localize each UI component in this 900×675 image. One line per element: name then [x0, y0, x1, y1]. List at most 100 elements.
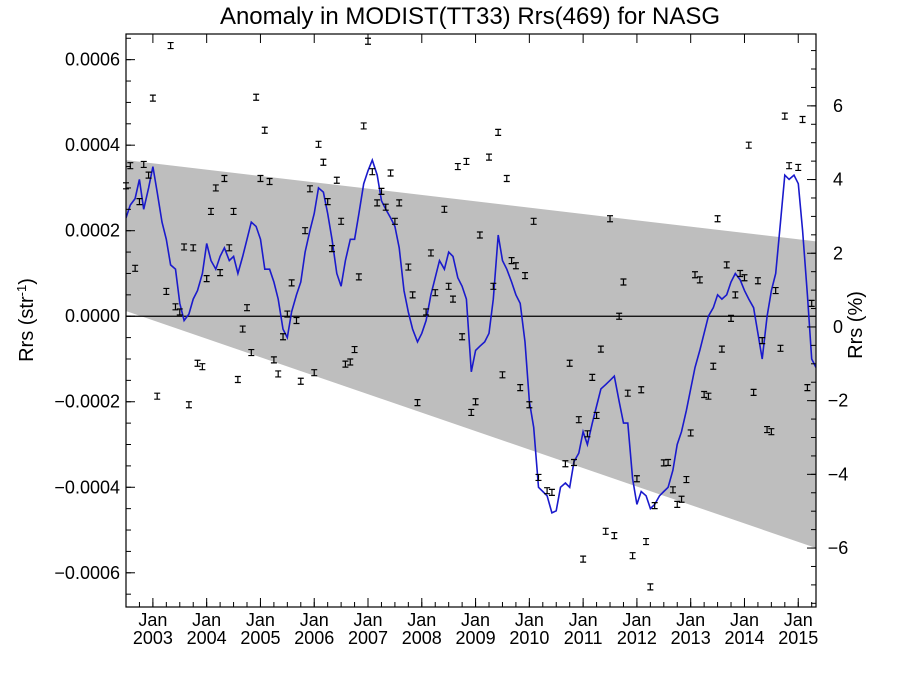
x-tick-month-label: Jan: [784, 610, 813, 630]
data-point: [718, 345, 725, 353]
data-point: [714, 215, 721, 223]
plot-frame: [125, 33, 817, 608]
data-point: [239, 325, 246, 333]
data-point: [328, 245, 335, 253]
data-point: [584, 430, 591, 438]
y-tick-label: −0.0006: [54, 563, 120, 583]
data-point: [261, 126, 268, 134]
data-point: [589, 373, 596, 381]
x-tick-year-label: 2011: [564, 628, 603, 648]
data-point: [149, 94, 156, 102]
data-point: [163, 287, 170, 296]
data-point: [176, 308, 183, 316]
x-tick-year-label: 2006: [294, 628, 334, 648]
data-point: [723, 261, 730, 269]
data-point: [593, 411, 600, 420]
data-point: [244, 304, 251, 312]
data-point: [503, 174, 510, 183]
data-point: [342, 360, 349, 368]
data-point: [678, 495, 685, 503]
data-point: [786, 162, 793, 170]
data-point: [804, 384, 811, 392]
data-point: [297, 377, 304, 385]
data-point: [764, 425, 771, 434]
y2-tick-label: 4: [833, 170, 843, 190]
data-point: [351, 345, 358, 354]
data-point: [199, 363, 206, 371]
x-tick-month-label: Jan: [353, 610, 382, 630]
data-point: [190, 244, 197, 252]
data-point: [459, 333, 466, 341]
data-point: [270, 356, 277, 364]
x-tick-year-label: 2003: [133, 628, 173, 648]
data-point: [248, 348, 255, 357]
y-axis-label: Rrs (str-1): [14, 278, 38, 362]
data-point: [548, 488, 555, 496]
data-point: [441, 205, 448, 213]
data-point: [633, 475, 640, 483]
data-point: [580, 555, 587, 563]
x-tick-month-label: Jan: [138, 610, 167, 630]
y2-tick-label: 2: [833, 243, 843, 263]
data-point: [360, 122, 367, 130]
data-point: [570, 458, 577, 467]
data-point: [472, 398, 479, 406]
x-tick-year-label: 2004: [187, 628, 227, 648]
data-point: [181, 243, 188, 251]
y-tick-label: 0.0000: [65, 306, 120, 326]
data-point: [643, 537, 650, 546]
x-tick-year-label: 2012: [617, 628, 657, 648]
data-point: [522, 272, 529, 280]
data-point: [781, 112, 788, 120]
data-point: [207, 207, 214, 216]
data-point: [288, 279, 295, 287]
data-point: [266, 177, 273, 186]
x-tick-month-label: Jan: [730, 610, 759, 630]
data-point: [257, 174, 264, 183]
data-point: [759, 336, 766, 345]
data-point: [275, 370, 282, 378]
data-point: [687, 429, 694, 437]
data-point: [414, 399, 421, 407]
data-point: [463, 157, 470, 166]
x-tick-year-label: 2010: [509, 628, 549, 648]
data-point: [253, 93, 260, 101]
data-point: [226, 244, 233, 252]
data-point: [517, 384, 524, 392]
data-point: [378, 187, 385, 195]
data-point: [777, 344, 784, 352]
y2-tick-label: −6: [828, 538, 849, 558]
data-point: [185, 401, 192, 409]
data-point: [737, 269, 744, 278]
data-point: [217, 269, 224, 277]
data-point: [611, 531, 618, 540]
data-point: [665, 458, 672, 467]
y2-tick-label: 6: [833, 96, 843, 116]
data-point: [355, 273, 362, 281]
x-tick-month-label: Jan: [246, 610, 275, 630]
x-tick-year-label: 2013: [671, 628, 711, 648]
data-point: [607, 215, 614, 223]
data-point: [445, 282, 452, 290]
data-point: [306, 185, 313, 193]
data-point: [405, 263, 412, 271]
data-point: [132, 264, 139, 272]
data-point: [374, 199, 381, 207]
data-point: [293, 316, 300, 325]
data-point: [638, 386, 645, 394]
data-point: [338, 217, 345, 225]
y-axis-label-close: ): [16, 278, 38, 285]
data-point: [302, 227, 309, 235]
data-point: [311, 369, 318, 377]
data-point: [449, 295, 456, 303]
data-point: [284, 310, 291, 318]
data-point: [320, 158, 327, 166]
data-point: [127, 162, 134, 170]
data-point: [651, 502, 658, 510]
y2-tick-label: 0: [833, 317, 843, 337]
data-point: [616, 312, 623, 320]
x-tick-year-label: 2014: [724, 628, 764, 648]
data-point: [154, 392, 161, 400]
x-tick-year-label: 2009: [456, 628, 496, 648]
x-tick-month-label: Jan: [515, 610, 544, 630]
